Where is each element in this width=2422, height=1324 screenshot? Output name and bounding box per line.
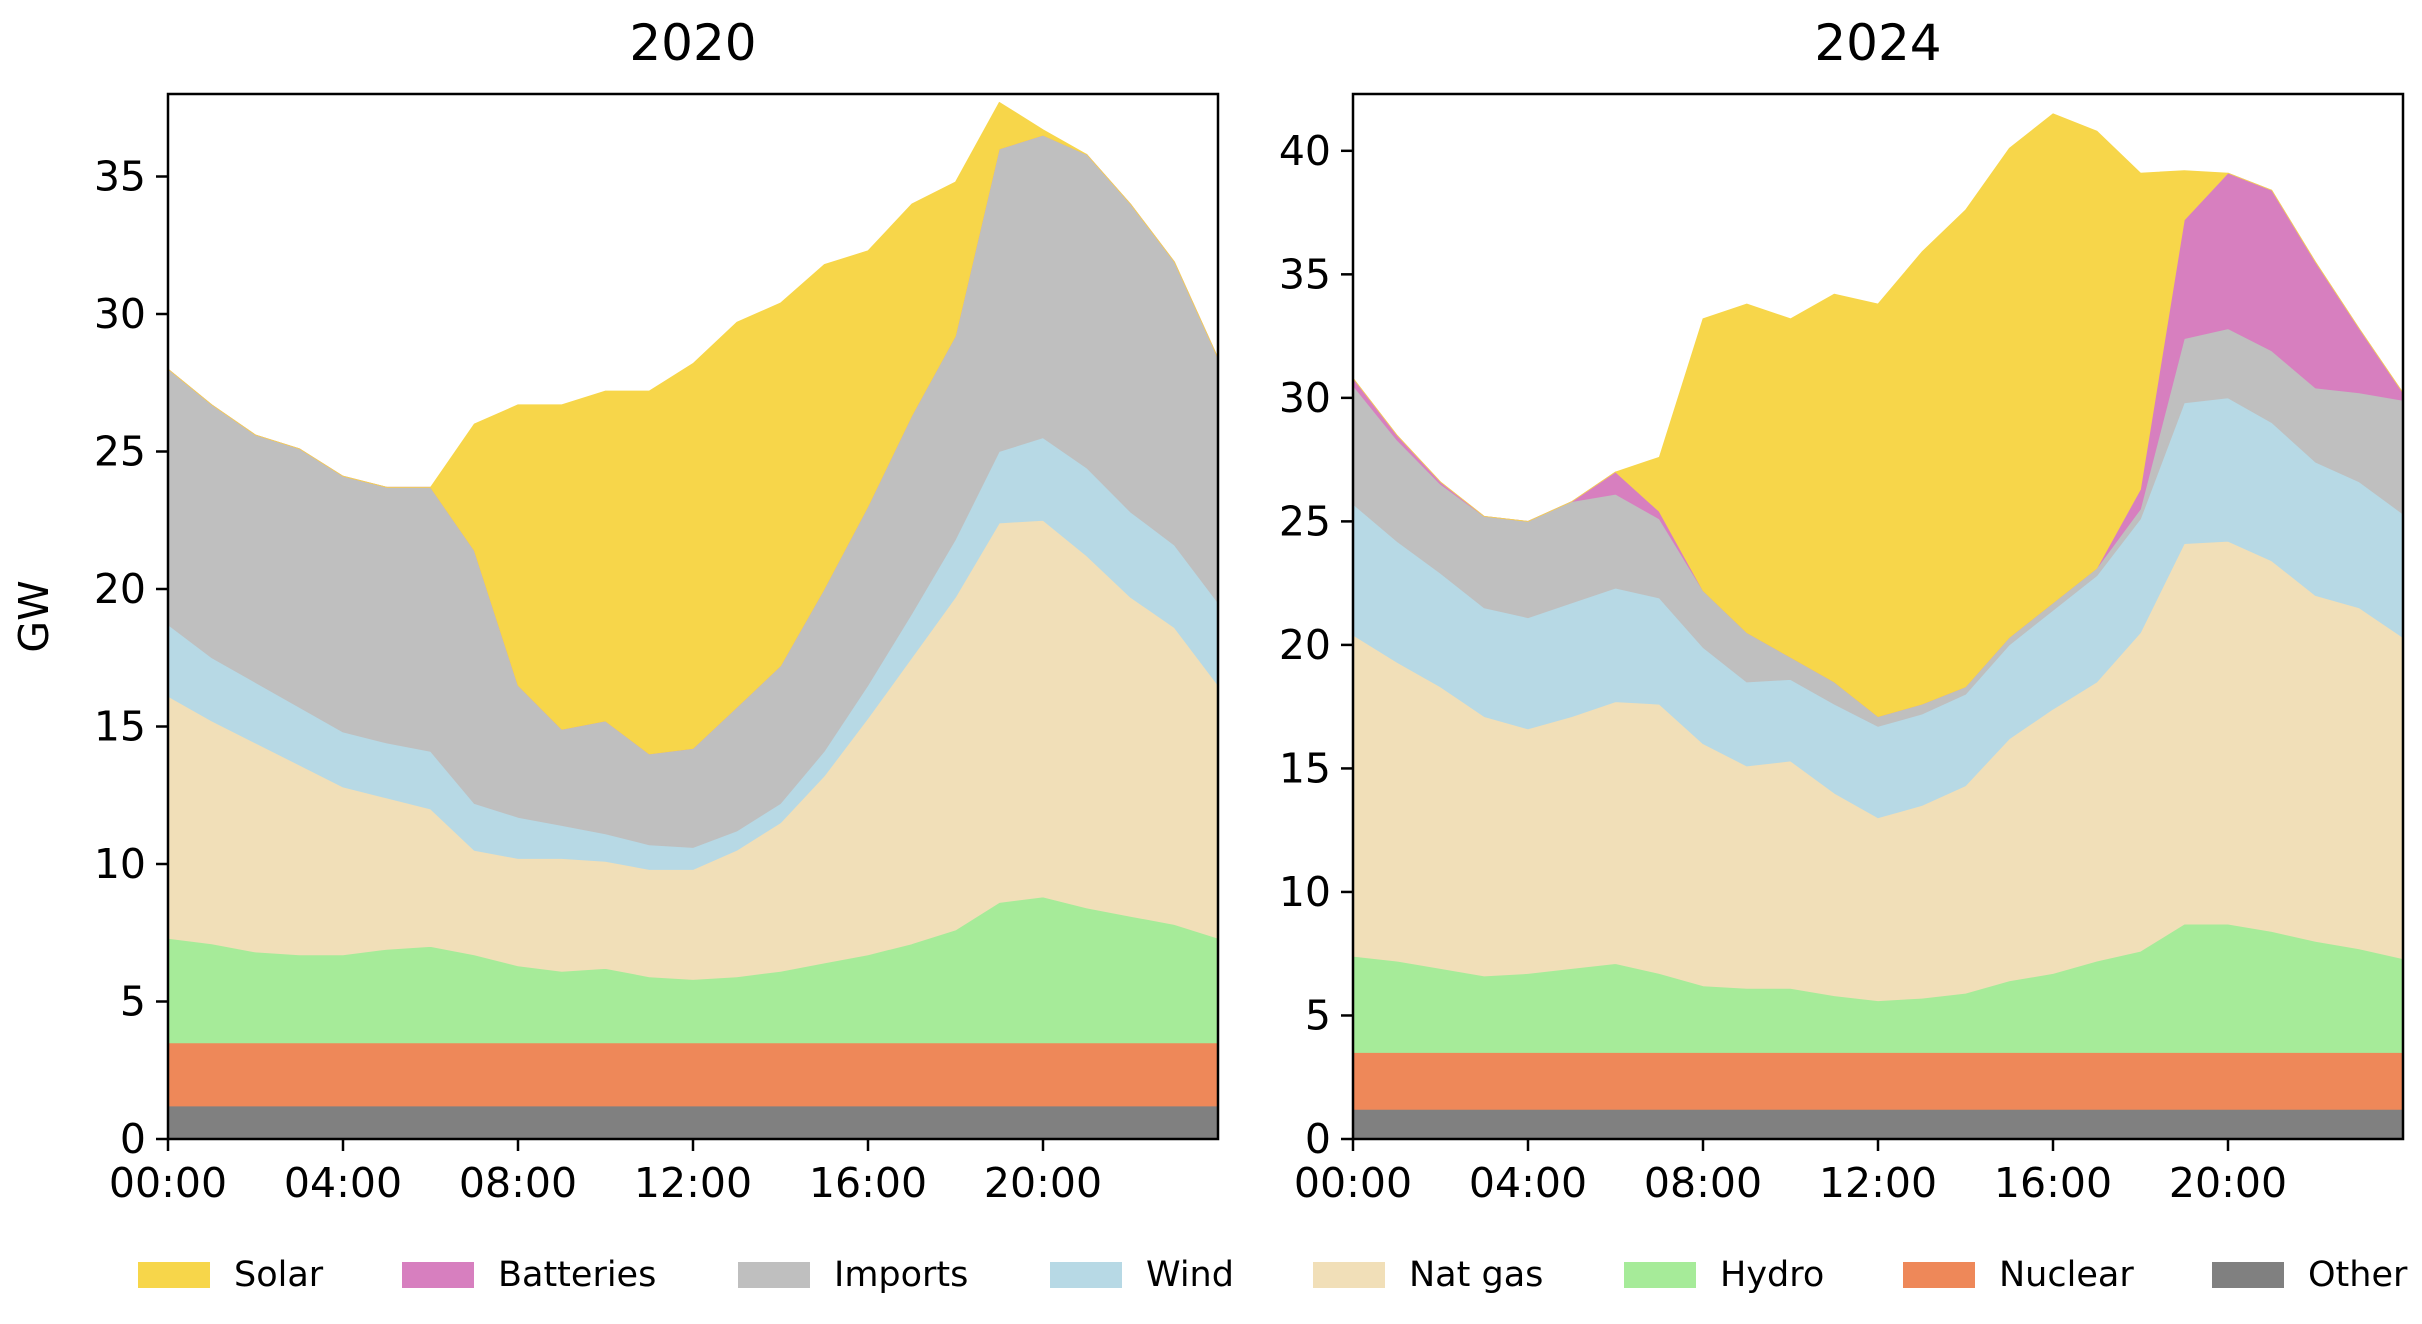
area-2024-nuclear	[1352, 1052, 2404, 1110]
y-tick-label-2020: 15	[94, 703, 146, 751]
x-tick-label-2024: 20:00	[2169, 1159, 2287, 1207]
y-tick-label-2024: 25	[1279, 497, 1331, 545]
y-tick-label-2024: 15	[1279, 744, 1331, 792]
x-tick-label-2020: 00:00	[109, 1159, 227, 1207]
area-2020-nuclear	[167, 1042, 1219, 1107]
x-tick-label-2020: 20:00	[984, 1159, 1102, 1207]
legend-item-hydro: Hydro	[1624, 1245, 1824, 1305]
legend-item-batteries: Batteries	[402, 1245, 656, 1305]
x-tick-label-2020: 16:00	[809, 1159, 927, 1207]
x-tick-label-2024: 16:00	[1994, 1159, 2112, 1207]
legend-label-wind: Wind	[1146, 1255, 1234, 1295]
legend: Solar Batteries Imports Wind Nat gas Hyd…	[0, 1245, 2422, 1305]
y-tick-label-2024: 0	[1305, 1115, 1331, 1163]
area-2020-other	[167, 1105, 1219, 1140]
legend-item-imports: Imports	[738, 1245, 968, 1305]
y-tick-label-2024: 5	[1305, 991, 1331, 1039]
legend-label-batteries: Batteries	[498, 1255, 657, 1295]
y-axis-label-2020: GW	[10, 580, 58, 652]
legend-swatch-other	[2212, 1262, 2284, 1288]
legend-label-nat-gas: Nat gas	[1409, 1255, 1544, 1295]
legend-swatch-imports	[738, 1262, 810, 1288]
legend-label-hydro: Hydro	[1720, 1255, 1825, 1295]
y-tick-label-2024: 20	[1279, 621, 1331, 669]
x-tick-label-2024: 12:00	[1819, 1159, 1937, 1207]
legend-item-nuclear: Nuclear	[1903, 1245, 2134, 1305]
x-tick-label-2020: 12:00	[634, 1159, 752, 1207]
y-tick-label-2020: 25	[94, 428, 146, 476]
x-tick-label-2020: 08:00	[459, 1159, 577, 1207]
legend-item-solar: Solar	[138, 1245, 323, 1305]
y-tick-label-2024: 10	[1279, 868, 1331, 916]
y-tick-label-2020: 10	[94, 840, 146, 888]
y-tick-label-2024: 30	[1279, 374, 1331, 422]
legend-swatch-batteries	[402, 1262, 474, 1288]
y-tick-label-2020: 30	[94, 290, 146, 338]
x-tick-label-2024: 00:00	[1294, 1159, 1412, 1207]
legend-label-imports: Imports	[834, 1255, 969, 1295]
chart-title-2024: 2024	[1814, 14, 1941, 72]
legend-swatch-nat-gas	[1313, 1262, 1385, 1288]
legend-swatch-nuclear	[1903, 1262, 1975, 1288]
panel-2020: 0 5 10 15 20 25 30 35 00:00 04:00 08:00 12:00 16:00 2…	[10, 14, 1220, 1207]
chart-title-2020: 2020	[629, 14, 756, 72]
x-tick-label-2024: 08:00	[1644, 1159, 1762, 1207]
legend-label-other: Other	[2308, 1255, 2408, 1295]
panel-2024: 0 5 10 15 20 25 30 35 40 00:00 04:00 08:00 12:00 16:0…	[1279, 14, 2405, 1207]
x-tick-label-2024: 04:00	[1469, 1159, 1587, 1207]
legend-item-nat-gas: Nat gas	[1313, 1245, 1543, 1305]
y-tick-label-2020: 0	[120, 1115, 146, 1163]
legend-swatch-wind	[1050, 1262, 1122, 1288]
y-tick-label-2024: 40	[1279, 127, 1331, 175]
x-tick-label-2020: 04:00	[284, 1159, 402, 1207]
legend-swatch-solar	[138, 1262, 210, 1288]
legend-item-other: Other	[2212, 1245, 2407, 1305]
legend-swatch-hydro	[1624, 1262, 1696, 1288]
legend-item-wind: Wind	[1050, 1245, 1234, 1305]
y-tick-label-2020: 20	[94, 565, 146, 613]
legend-label-solar: Solar	[234, 1255, 324, 1295]
area-2024-other	[1352, 1109, 2404, 1140]
y-tick-label-2024: 35	[1279, 250, 1331, 298]
legend-label-nuclear: Nuclear	[1999, 1255, 2134, 1295]
y-tick-label-2020: 35	[94, 153, 146, 201]
y-tick-label-2020: 5	[120, 978, 146, 1026]
